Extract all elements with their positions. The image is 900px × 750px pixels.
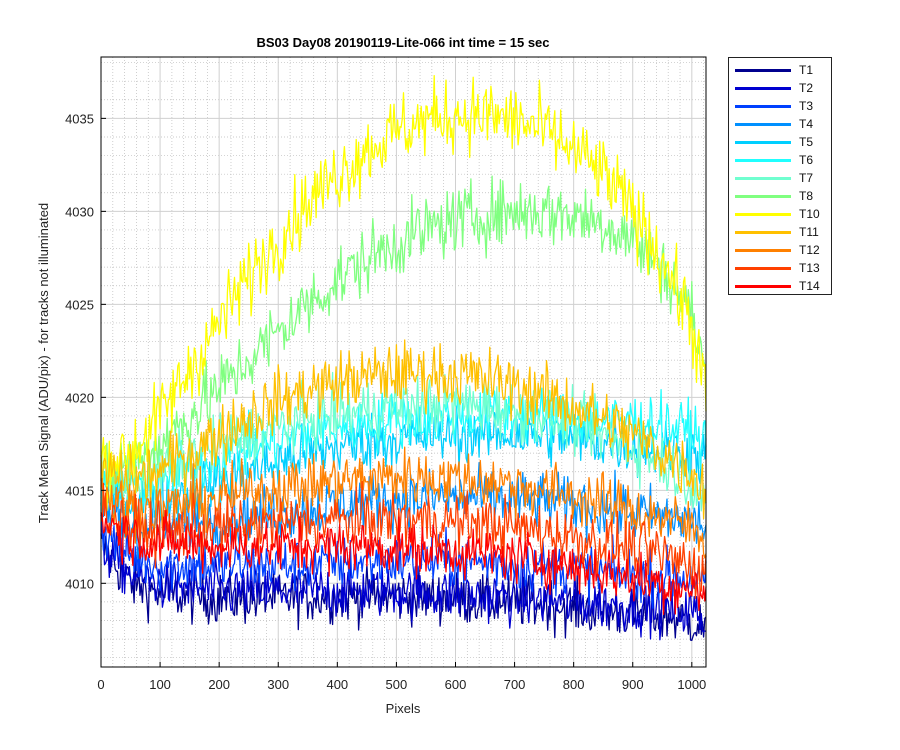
y-tick-label: 4035: [65, 111, 94, 126]
y-tick-label: 4025: [65, 297, 94, 312]
x-tick-label: 300: [267, 677, 289, 692]
legend-label: T12: [799, 243, 820, 257]
legend-label: T3: [799, 99, 814, 113]
legend-item-T2: T2: [729, 79, 831, 97]
legend-item-T8: T8: [729, 187, 831, 205]
legend-swatch: [735, 266, 791, 270]
x-tick-label: 1000: [677, 677, 706, 692]
legend-item-T12: T12: [729, 241, 831, 259]
legend-label: T4: [799, 117, 814, 131]
legend: T1 T2 T3 T4 T5 T6 T7 T8 T10 T11 T12 T13 T14: [728, 57, 832, 295]
legend-swatch: [735, 140, 791, 144]
series-line-T11: [100, 339, 707, 520]
legend-label: T11: [799, 225, 819, 239]
legend-label: T14: [799, 279, 820, 293]
legend-label: T7: [799, 171, 814, 185]
legend-swatch: [735, 176, 791, 180]
legend-item-T10: T10: [729, 205, 831, 223]
legend-label: T2: [799, 81, 814, 95]
y-tick-label: 4010: [65, 576, 94, 591]
legend-item-T5: T5: [729, 133, 831, 151]
legend-swatch: [735, 248, 791, 252]
legend-label: T10: [799, 207, 820, 221]
x-tick-label: 0: [97, 677, 104, 692]
series-line-T12: [100, 446, 707, 559]
x-tick-label: 800: [563, 677, 585, 692]
legend-item-T7: T7: [729, 169, 831, 187]
legend-item-T14: T14: [729, 277, 831, 295]
y-tick-label: 4015: [65, 483, 94, 498]
legend-label: T13: [799, 261, 820, 275]
series-line-T8: [100, 175, 707, 494]
y-axis-label: Track Mean Signal (ADU/pix) - for tracks…: [36, 203, 51, 523]
x-tick-label: 600: [445, 677, 467, 692]
legend-label: T5: [799, 135, 814, 149]
series-line-T2: [100, 521, 707, 641]
legend-swatch: [735, 194, 791, 198]
x-tick-label: 200: [208, 677, 230, 692]
x-tick-label: 500: [386, 677, 408, 692]
y-tick-label: 4020: [65, 390, 94, 405]
legend-swatch: [735, 86, 791, 90]
legend-label: T6: [799, 153, 814, 167]
legend-label: T1: [799, 63, 814, 77]
x-tick-label: 900: [622, 677, 644, 692]
legend-swatch: [735, 212, 791, 216]
y-tick-label: 4030: [65, 204, 94, 219]
legend-swatch: [735, 284, 791, 288]
legend-item-T6: T6: [729, 151, 831, 169]
series-layer: [100, 75, 707, 642]
x-tick-label: 700: [504, 677, 526, 692]
series-line-T5: [100, 395, 707, 537]
legend-label: T8: [799, 189, 814, 203]
legend-item-T3: T3: [729, 97, 831, 115]
legend-swatch: [735, 104, 791, 108]
chart-title: BS03 Day08 20190119-Lite-066 int time = …: [256, 35, 549, 50]
series-line-T10: [100, 75, 707, 512]
legend-swatch: [735, 68, 791, 72]
legend-item-T1: T1: [729, 61, 831, 79]
legend-swatch: [735, 158, 791, 162]
plot-frame: [100, 56, 707, 668]
x-tick-label: 400: [326, 677, 348, 692]
series-line-T14: [100, 509, 707, 615]
legend-swatch: [735, 122, 791, 126]
legend-item-T4: T4: [729, 115, 831, 133]
x-tick-label: 100: [149, 677, 171, 692]
x-axis-label: Pixels: [386, 701, 421, 716]
axis-ticks: 0 100 200 300 400 500 600 700 800 900 1000 4010 4015…: [65, 111, 706, 692]
legend-item-T11: T11: [729, 223, 831, 241]
legend-swatch: [735, 230, 791, 234]
legend-item-T13: T13: [729, 259, 831, 277]
